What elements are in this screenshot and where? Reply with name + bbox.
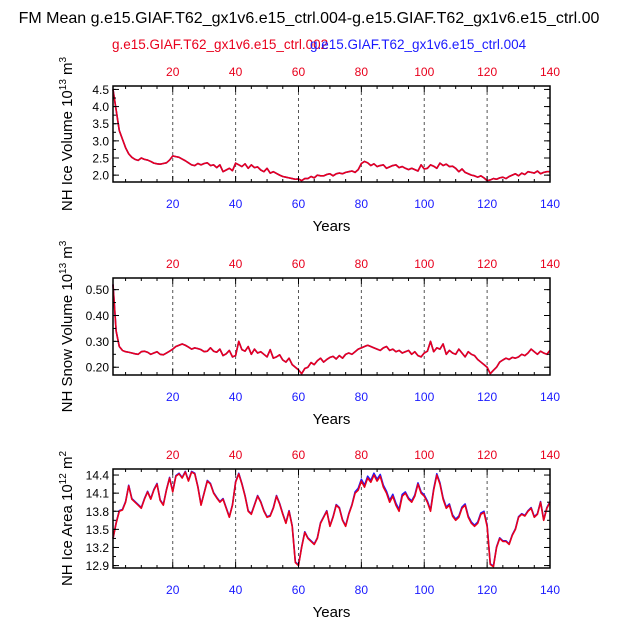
x-tick-label-bottom: 60 [292,197,306,211]
legend-blue-label: g.e15.GIAF.T62_gx1v6.e15_ctrl.004 [310,37,527,52]
x-tick-label-top: 100 [414,65,434,79]
y-tick-label: 3.5 [92,117,109,131]
x-tick-label-bottom: 120 [477,197,497,211]
x-tick-label-bottom: 40 [229,390,243,404]
x-tick-label-bottom: 80 [355,583,369,597]
x-tick-label-top: 60 [292,448,306,462]
y-tick-label: 3.0 [92,134,109,148]
figure-title: FM Mean g.e15.GIAF.T62_gx1v6.e15_ctrl.00… [19,10,600,27]
x-tick-label-top: 80 [355,448,369,462]
x-tick-label-top: 120 [477,257,497,271]
x-tick-label-top: 20 [166,257,180,271]
x-tick-label-top: 60 [292,257,306,271]
series-line-ctrl-004 [112,470,551,567]
x-tick-label-top: 40 [229,257,243,271]
y-tick-label: 14.4 [86,469,110,483]
x-tick-label-bottom: 20 [166,583,180,597]
x-tick-label-bottom: 60 [292,583,306,597]
x-axis-title: Years [313,604,351,619]
y-tick-label: 4.5 [92,83,109,97]
x-tick-label-top: 20 [166,448,180,462]
x-tick-label-bottom: 140 [540,390,560,404]
x-tick-label-bottom: 40 [229,583,243,597]
plot-frame [112,85,551,183]
y-tick-label: 0.40 [86,309,110,323]
x-tick-label-bottom: 100 [414,583,434,597]
x-tick-label-top: 140 [540,448,560,462]
x-tick-label-bottom: 100 [414,390,434,404]
x-tick-label-bottom: 100 [414,197,434,211]
legend-red-label: g.e15.GIAF.T62_gx1v6.e15_ctrl.002 [112,37,328,52]
series-line-ctrl-002 [112,89,550,182]
y-tick-label: 13.5 [86,523,110,537]
x-tick-label-top: 140 [540,257,560,271]
x-tick-label-bottom: 140 [540,197,560,211]
series-line-ctrl-004 [112,284,551,375]
x-tick-label-top: 120 [477,448,497,462]
x-tick-label-top: 40 [229,65,243,79]
x-axis-title: Years [313,218,351,235]
plot-frame [112,468,551,569]
x-tick-label-top: 60 [292,65,306,79]
y-tick-label: 12.9 [86,559,110,573]
x-tick-label-top: 120 [477,65,497,79]
y-axis-title: NH Ice Volume 1013 m3 [58,56,76,211]
panel-ice-area: 20 20 40 40 60 60 80 80 100 100 120 120 140 140 12.9 13… [58,448,560,619]
x-tick-label-bottom: 120 [477,390,497,404]
x-tick-label-bottom: 40 [229,197,243,211]
y-axis-title: NH Snow Volume 1013 m3 [58,240,76,412]
x-tick-label-bottom: 120 [477,583,497,597]
x-tick-label-bottom: 80 [355,197,369,211]
y-tick-label: 0.30 [86,335,110,349]
y-tick-label: 13.2 [86,541,110,555]
y-tick-label: 2.5 [92,152,109,166]
y-axis-title: NH Ice Area 1012 m2 [58,451,76,587]
y-tick-label: 13.8 [86,505,110,519]
x-tick-label-top: 20 [166,65,180,79]
series-line-ctrl-002 [112,284,551,375]
series-line-ctrl-002 [112,471,551,568]
panel-snow-volume: 20 20 40 40 60 60 80 80 100 100 120 120 140 140 0.20 0.… [58,240,560,428]
x-tick-label-top: 80 [355,257,369,271]
y-tick-label: 0.20 [86,361,110,375]
x-tick-label-top: 100 [414,257,434,271]
x-tick-label-top: 80 [355,65,369,79]
x-tick-label-top: 100 [414,448,434,462]
x-tick-label-bottom: 140 [540,583,560,597]
y-tick-label: 4.0 [92,100,109,114]
x-tick-label-top: 40 [229,448,243,462]
x-axis-title: Years [313,411,351,428]
panel-ice-volume: 20 20 40 40 60 60 80 80 100 100 120 120 140 140 2.0 2.5… [58,56,560,235]
y-tick-label: 2.0 [92,169,109,183]
series-line-ctrl-004 [112,89,550,182]
plot-frame [112,277,551,376]
x-tick-label-bottom: 60 [292,390,306,404]
y-tick-label: 0.50 [86,283,110,297]
x-tick-label-bottom: 20 [166,197,180,211]
x-tick-label-bottom: 20 [166,390,180,404]
y-tick-label: 14.1 [86,487,110,501]
x-tick-label-top: 140 [540,65,560,79]
x-tick-label-bottom: 80 [355,390,369,404]
